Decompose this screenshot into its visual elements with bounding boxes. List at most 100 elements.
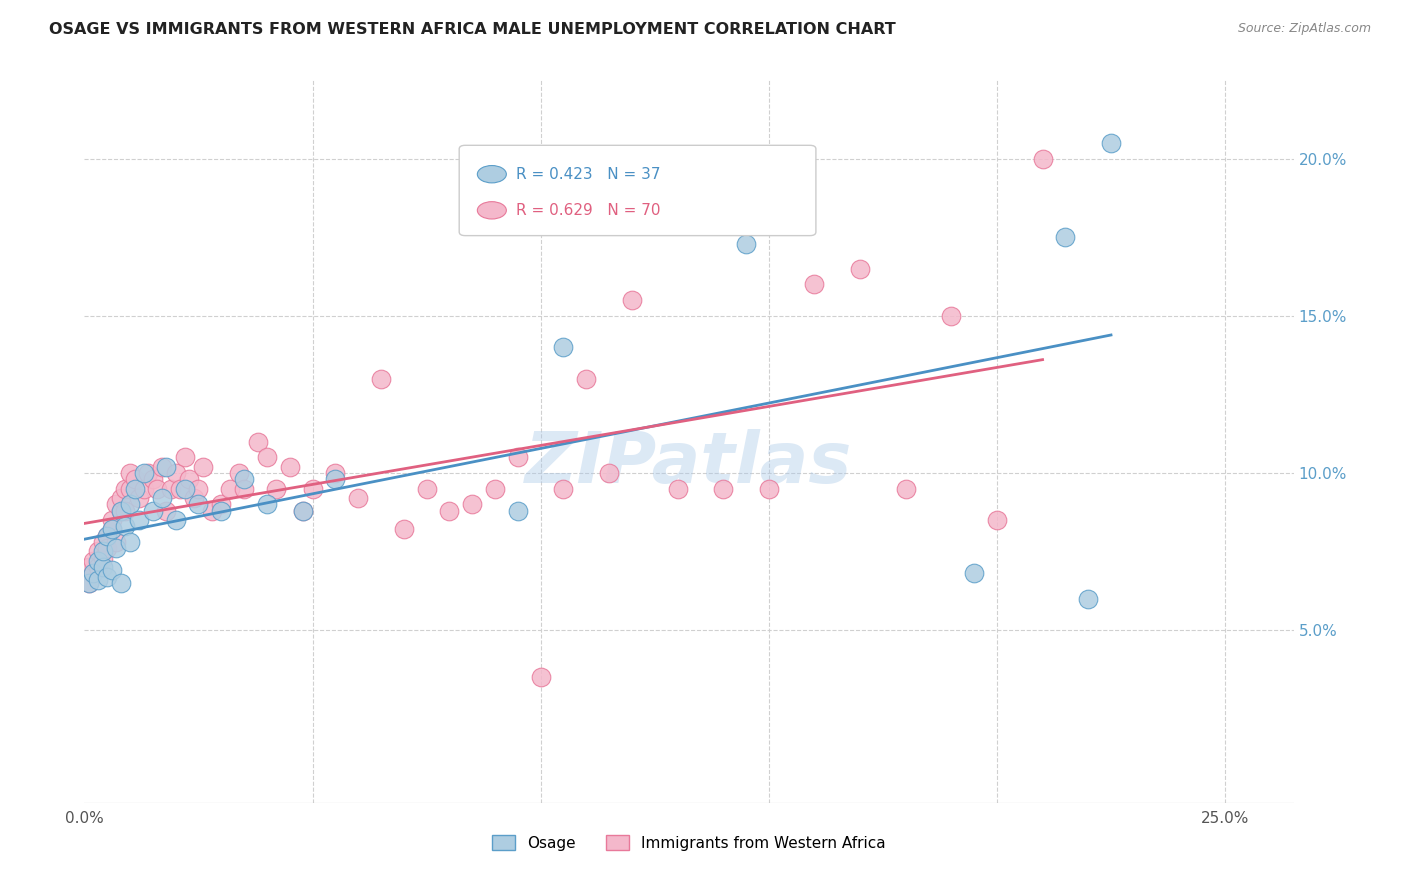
Point [530, 670, 553, 684]
Point [142, 503, 165, 517]
Point [228, 466, 250, 480]
Point [941, 309, 963, 323]
Point [963, 566, 986, 581]
Point [150, 491, 173, 505]
Point [77, 575, 100, 590]
Point [264, 482, 287, 496]
Point [91, 535, 114, 549]
Point [77, 560, 100, 574]
Text: Source: ZipAtlas.com: Source: ZipAtlas.com [1237, 22, 1371, 36]
Point [110, 503, 132, 517]
Point [77, 575, 100, 590]
Point [292, 503, 315, 517]
Point [87, 573, 110, 587]
Point [118, 497, 141, 511]
Point [506, 503, 529, 517]
Point [292, 503, 315, 517]
Point [201, 503, 224, 517]
Point [124, 472, 146, 486]
Point [91, 544, 114, 558]
Point [803, 277, 825, 292]
Point [96, 529, 118, 543]
Point [256, 497, 278, 511]
FancyBboxPatch shape [460, 145, 815, 235]
Point [1077, 591, 1099, 606]
Point [82, 566, 104, 581]
Point [100, 563, 122, 577]
Point [118, 482, 141, 496]
Point [484, 482, 506, 496]
Text: R = 0.629   N = 70: R = 0.629 N = 70 [516, 202, 661, 218]
Point [150, 459, 173, 474]
Text: ZIPatlas: ZIPatlas [526, 429, 852, 498]
Point [1099, 136, 1122, 150]
Point [100, 513, 122, 527]
Point [187, 497, 209, 511]
Point [256, 450, 278, 465]
Point [1032, 152, 1054, 166]
Point [711, 482, 734, 496]
Point [370, 372, 392, 386]
Point [105, 497, 128, 511]
Point [118, 466, 141, 480]
Point [91, 560, 114, 574]
Point [100, 523, 122, 537]
Circle shape [478, 202, 506, 219]
Point [87, 554, 110, 568]
Point [506, 450, 529, 465]
Point [132, 482, 155, 496]
Point [183, 491, 205, 505]
Point [758, 482, 780, 496]
Point [160, 482, 183, 496]
Point [219, 482, 242, 496]
Point [114, 503, 136, 517]
Point [849, 261, 872, 276]
Point [666, 482, 689, 496]
Point [118, 535, 141, 549]
Point [87, 544, 110, 558]
Point [1054, 230, 1077, 244]
Point [146, 482, 169, 496]
Point [575, 372, 598, 386]
Point [233, 482, 256, 496]
Point [553, 340, 575, 354]
Point [179, 472, 201, 486]
Point [110, 575, 132, 590]
Point [114, 519, 136, 533]
Point [894, 482, 917, 496]
Point [620, 293, 643, 308]
Point [439, 503, 461, 517]
Point [114, 482, 136, 496]
Point [110, 491, 132, 505]
Circle shape [478, 166, 506, 183]
Point [173, 482, 195, 496]
Point [278, 459, 301, 474]
Legend: Osage, Immigrants from Western Africa: Osage, Immigrants from Western Africa [486, 830, 891, 857]
Point [392, 523, 415, 537]
Point [598, 466, 620, 480]
Point [986, 513, 1008, 527]
Point [96, 541, 118, 556]
Point [461, 497, 484, 511]
Point [187, 482, 209, 496]
Point [100, 523, 122, 537]
Point [233, 472, 256, 486]
Point [82, 554, 104, 568]
Point [91, 550, 114, 565]
Point [323, 466, 346, 480]
Point [105, 541, 128, 556]
Point [82, 566, 104, 581]
Point [96, 529, 118, 543]
Point [136, 466, 159, 480]
Point [553, 482, 575, 496]
Text: R = 0.423   N = 37: R = 0.423 N = 37 [516, 167, 661, 182]
Point [209, 497, 232, 511]
Point [87, 560, 110, 574]
Point [191, 459, 214, 474]
Point [110, 503, 132, 517]
Point [173, 450, 195, 465]
Point [415, 482, 437, 496]
Point [124, 482, 146, 496]
Point [165, 466, 187, 480]
Point [347, 491, 370, 505]
